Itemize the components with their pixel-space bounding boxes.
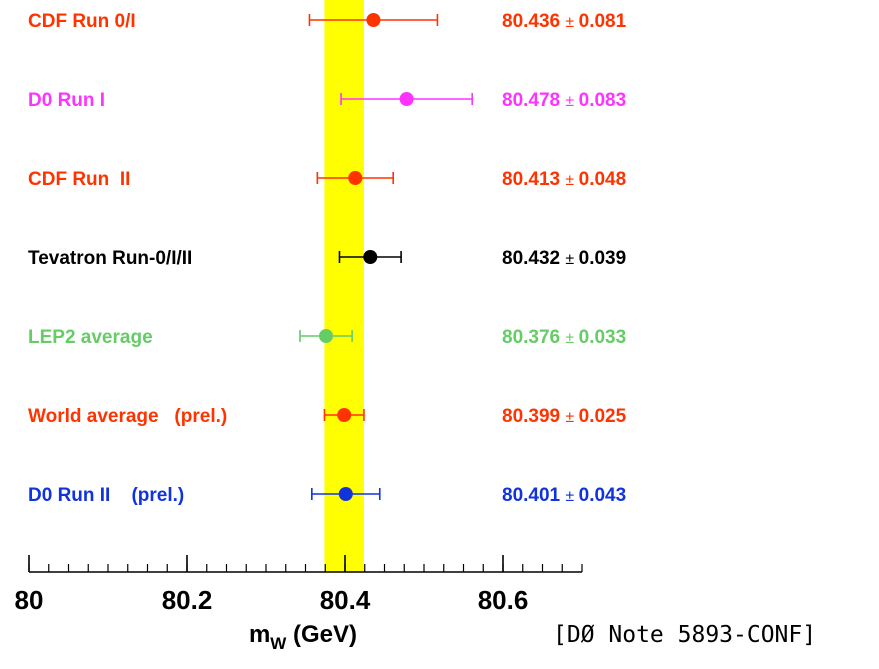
x-axis-title-unit: (GeV) [286, 621, 357, 648]
measurement-row: CDF Run 0/I 80.436 ± 0.081 [28, 11, 627, 32]
value-central: 80.436 [502, 11, 565, 32]
x-tick-label: 80.2 [162, 585, 213, 615]
value-error: 0.039 [579, 248, 627, 269]
x-tick-label: 80.4 [320, 585, 371, 615]
data-point [399, 92, 414, 106]
value-central: 80.413 [502, 169, 565, 190]
data-point [363, 250, 378, 264]
data-point [366, 13, 381, 27]
value-pm: ± [565, 93, 578, 110]
measurement-rows: CDF Run 0/I 80.436 ± 0.081 D0 Run I 80.478 … [28, 11, 627, 506]
measurement-label: LEP2 average [28, 327, 153, 348]
value-pm: ± [565, 330, 578, 347]
measurement-value: 80.478 ± 0.083 [502, 90, 626, 111]
measurement-row: LEP2 average 80.376 ± 0.033 [28, 327, 626, 348]
value-error: 0.081 [579, 11, 627, 32]
measurement-value: 80.401 ± 0.043 [502, 485, 626, 506]
value-central: 80.432 [502, 248, 565, 269]
measurement-row: World average (prel.) 80.399 ± 0.025 [28, 406, 627, 427]
value-pm: ± [565, 409, 578, 426]
measurement-value: 80.436 ± 0.081 [502, 11, 627, 32]
value-error: 0.083 [579, 90, 627, 111]
measurement-value: 80.399 ± 0.025 [502, 406, 627, 427]
x-axis-title: mW (GeV) [249, 621, 357, 653]
measurement-row: CDF Run II 80.413 ± 0.048 [28, 169, 626, 190]
data-point [337, 408, 352, 422]
measurement-value: 80.432 ± 0.039 [502, 248, 626, 269]
data-point [319, 329, 334, 343]
value-central: 80.399 [502, 406, 565, 427]
measurement-value: 80.413 ± 0.048 [502, 169, 626, 190]
footnote: [DØ Note 5893-CONF] [553, 622, 817, 648]
value-error: 0.033 [579, 327, 627, 348]
value-error: 0.025 [579, 406, 627, 427]
value-pm: ± [565, 488, 578, 505]
x-tick-label: 80.6 [478, 585, 529, 615]
world-average-band [324, 0, 364, 572]
data-point [338, 487, 353, 501]
value-central: 80.478 [502, 90, 565, 111]
x-axis: 80 80.2 80.4 80.6 [15, 555, 583, 615]
measurement-label: Tevatron Run-0/I/II [28, 248, 192, 269]
value-error: 0.048 [579, 169, 627, 190]
value-pm: ± [565, 172, 578, 189]
measurement-label: CDF Run II [28, 169, 130, 190]
measurement-row: D0 Run II (prel.) 80.401 ± 0.043 [28, 485, 626, 506]
measurement-label: CDF Run 0/I [28, 11, 136, 32]
value-error: 0.043 [579, 485, 627, 506]
value-pm: ± [565, 251, 578, 268]
x-axis-title-main: m [249, 621, 270, 648]
x-axis-title-sub: W [270, 634, 287, 653]
value-pm: ± [565, 14, 578, 31]
x-tick-label: 80 [15, 585, 44, 615]
measurement-label: D0 Run II (prel.) [28, 485, 184, 506]
value-central: 80.376 [502, 327, 565, 348]
measurement-value: 80.376 ± 0.033 [502, 327, 626, 348]
data-point [348, 171, 363, 185]
measurement-row: D0 Run I 80.478 ± 0.083 [28, 90, 626, 111]
value-central: 80.401 [502, 485, 565, 506]
measurement-label: D0 Run I [28, 90, 105, 111]
measurement-row: Tevatron Run-0/I/II 80.432 ± 0.039 [28, 248, 626, 269]
measurement-label: World average (prel.) [28, 406, 227, 427]
